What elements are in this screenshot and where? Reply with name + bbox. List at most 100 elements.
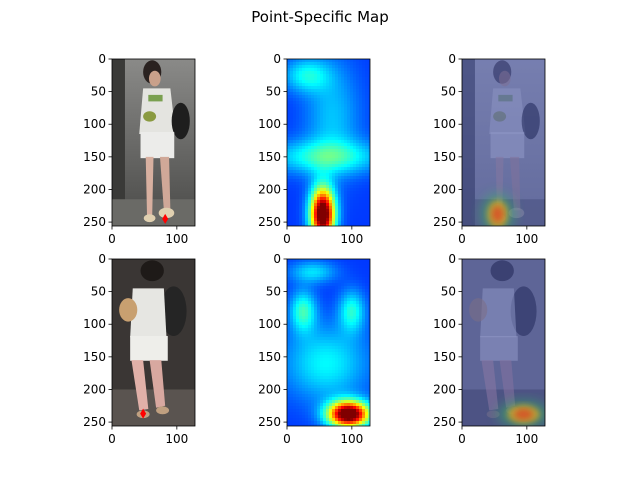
point-marker [140, 408, 147, 419]
shirt [480, 288, 517, 338]
backpack [510, 286, 537, 336]
shorts [140, 132, 175, 159]
y-tick-label: 50 [266, 285, 281, 299]
y-tick-label: 0 [98, 252, 106, 266]
y-tick-label: 250 [83, 215, 106, 229]
y-tick-label: 100 [83, 317, 106, 331]
axes-frame [461, 58, 546, 227]
y-tick-label: 100 [83, 117, 106, 131]
y-tick-label: 200 [83, 382, 106, 396]
y-tick-label: 200 [83, 182, 106, 196]
overlay-core [514, 409, 533, 420]
x-tick-label: 100 [340, 432, 363, 446]
x-tick-label: 0 [283, 232, 291, 246]
y-tick-label: 0 [273, 252, 281, 266]
y-tick-label: 50 [266, 85, 281, 99]
y-tick-label: 0 [448, 252, 456, 266]
bag [119, 298, 138, 322]
panel-heatmap-2-2 [287, 259, 370, 426]
handbag [493, 111, 507, 122]
panel-overlay-2-3 [462, 259, 545, 426]
y-tick-label: 150 [433, 150, 456, 164]
x-tick-label: 100 [165, 232, 188, 246]
leg-right [149, 360, 166, 408]
axes-frame [111, 58, 196, 227]
y-tick-label: 250 [83, 415, 106, 429]
y-tick-label: 200 [258, 382, 281, 396]
axes-frame [461, 258, 546, 427]
y-tick-label: 150 [433, 350, 456, 364]
overlay-tint [462, 259, 545, 426]
leg-right [159, 156, 171, 211]
y-tick-label: 100 [433, 117, 456, 131]
face [498, 70, 511, 87]
x-tick-label: 100 [515, 432, 538, 446]
shoe-right [158, 207, 175, 219]
y-tick-label: 200 [433, 182, 456, 196]
x-tick-label: 0 [283, 432, 291, 446]
y-tick-label: 250 [433, 215, 456, 229]
backpack [171, 102, 190, 140]
shorts [130, 335, 168, 361]
point-marker [162, 213, 169, 224]
x-tick-label: 100 [165, 432, 188, 446]
x-tick-label: 0 [458, 432, 466, 446]
x-tick-label: 100 [340, 232, 363, 246]
shoe-left [143, 214, 156, 223]
axes-frame [286, 58, 371, 227]
panel-overlay-1-3 [462, 59, 545, 226]
shorts [490, 132, 525, 159]
pole [112, 59, 125, 226]
shirt [130, 288, 167, 338]
face [148, 70, 161, 87]
y-tick-label: 0 [448, 52, 456, 66]
panel-heatmap-1-2 [287, 59, 370, 226]
y-tick-label: 250 [258, 415, 281, 429]
axes-frame [111, 258, 196, 427]
y-tick-label: 200 [258, 182, 281, 196]
y-tick-label: 250 [258, 215, 281, 229]
overlay-core [491, 206, 504, 223]
x-tick-label: 0 [108, 432, 116, 446]
leg-right [499, 360, 516, 408]
shirt-print [148, 94, 163, 102]
x-tick-label: 100 [515, 232, 538, 246]
backpack [160, 286, 187, 336]
figure-title: Point-Specific Map [251, 8, 388, 26]
backpack [521, 102, 540, 140]
y-tick-label: 150 [83, 150, 106, 164]
y-tick-label: 0 [98, 52, 106, 66]
y-tick-label: 50 [441, 85, 456, 99]
y-tick-label: 150 [258, 350, 281, 364]
y-tick-label: 250 [433, 415, 456, 429]
shoe-right [156, 406, 170, 415]
x-tick-label: 0 [108, 232, 116, 246]
leg-left [145, 156, 154, 216]
leg-right [509, 156, 521, 211]
shorts [480, 335, 518, 361]
leg-left [481, 360, 499, 411]
pole [462, 59, 475, 226]
y-tick-label: 100 [258, 117, 281, 131]
hair [140, 260, 164, 282]
y-tick-label: 50 [441, 285, 456, 299]
pavement [112, 199, 195, 226]
handbag [143, 111, 157, 122]
y-tick-label: 50 [91, 85, 106, 99]
y-tick-label: 0 [273, 52, 281, 66]
axes-frame [286, 258, 371, 427]
y-tick-label: 50 [91, 285, 106, 299]
y-tick-label: 150 [83, 350, 106, 364]
shirt-print [498, 94, 513, 102]
panel-photo-2-1 [112, 259, 195, 426]
panel-photo-1-1 [112, 59, 195, 226]
x-tick-label: 0 [458, 232, 466, 246]
hair [490, 260, 514, 282]
bag [469, 298, 488, 322]
pavement [112, 389, 195, 426]
leg-left [131, 360, 149, 411]
y-tick-label: 100 [258, 317, 281, 331]
y-tick-label: 200 [433, 382, 456, 396]
